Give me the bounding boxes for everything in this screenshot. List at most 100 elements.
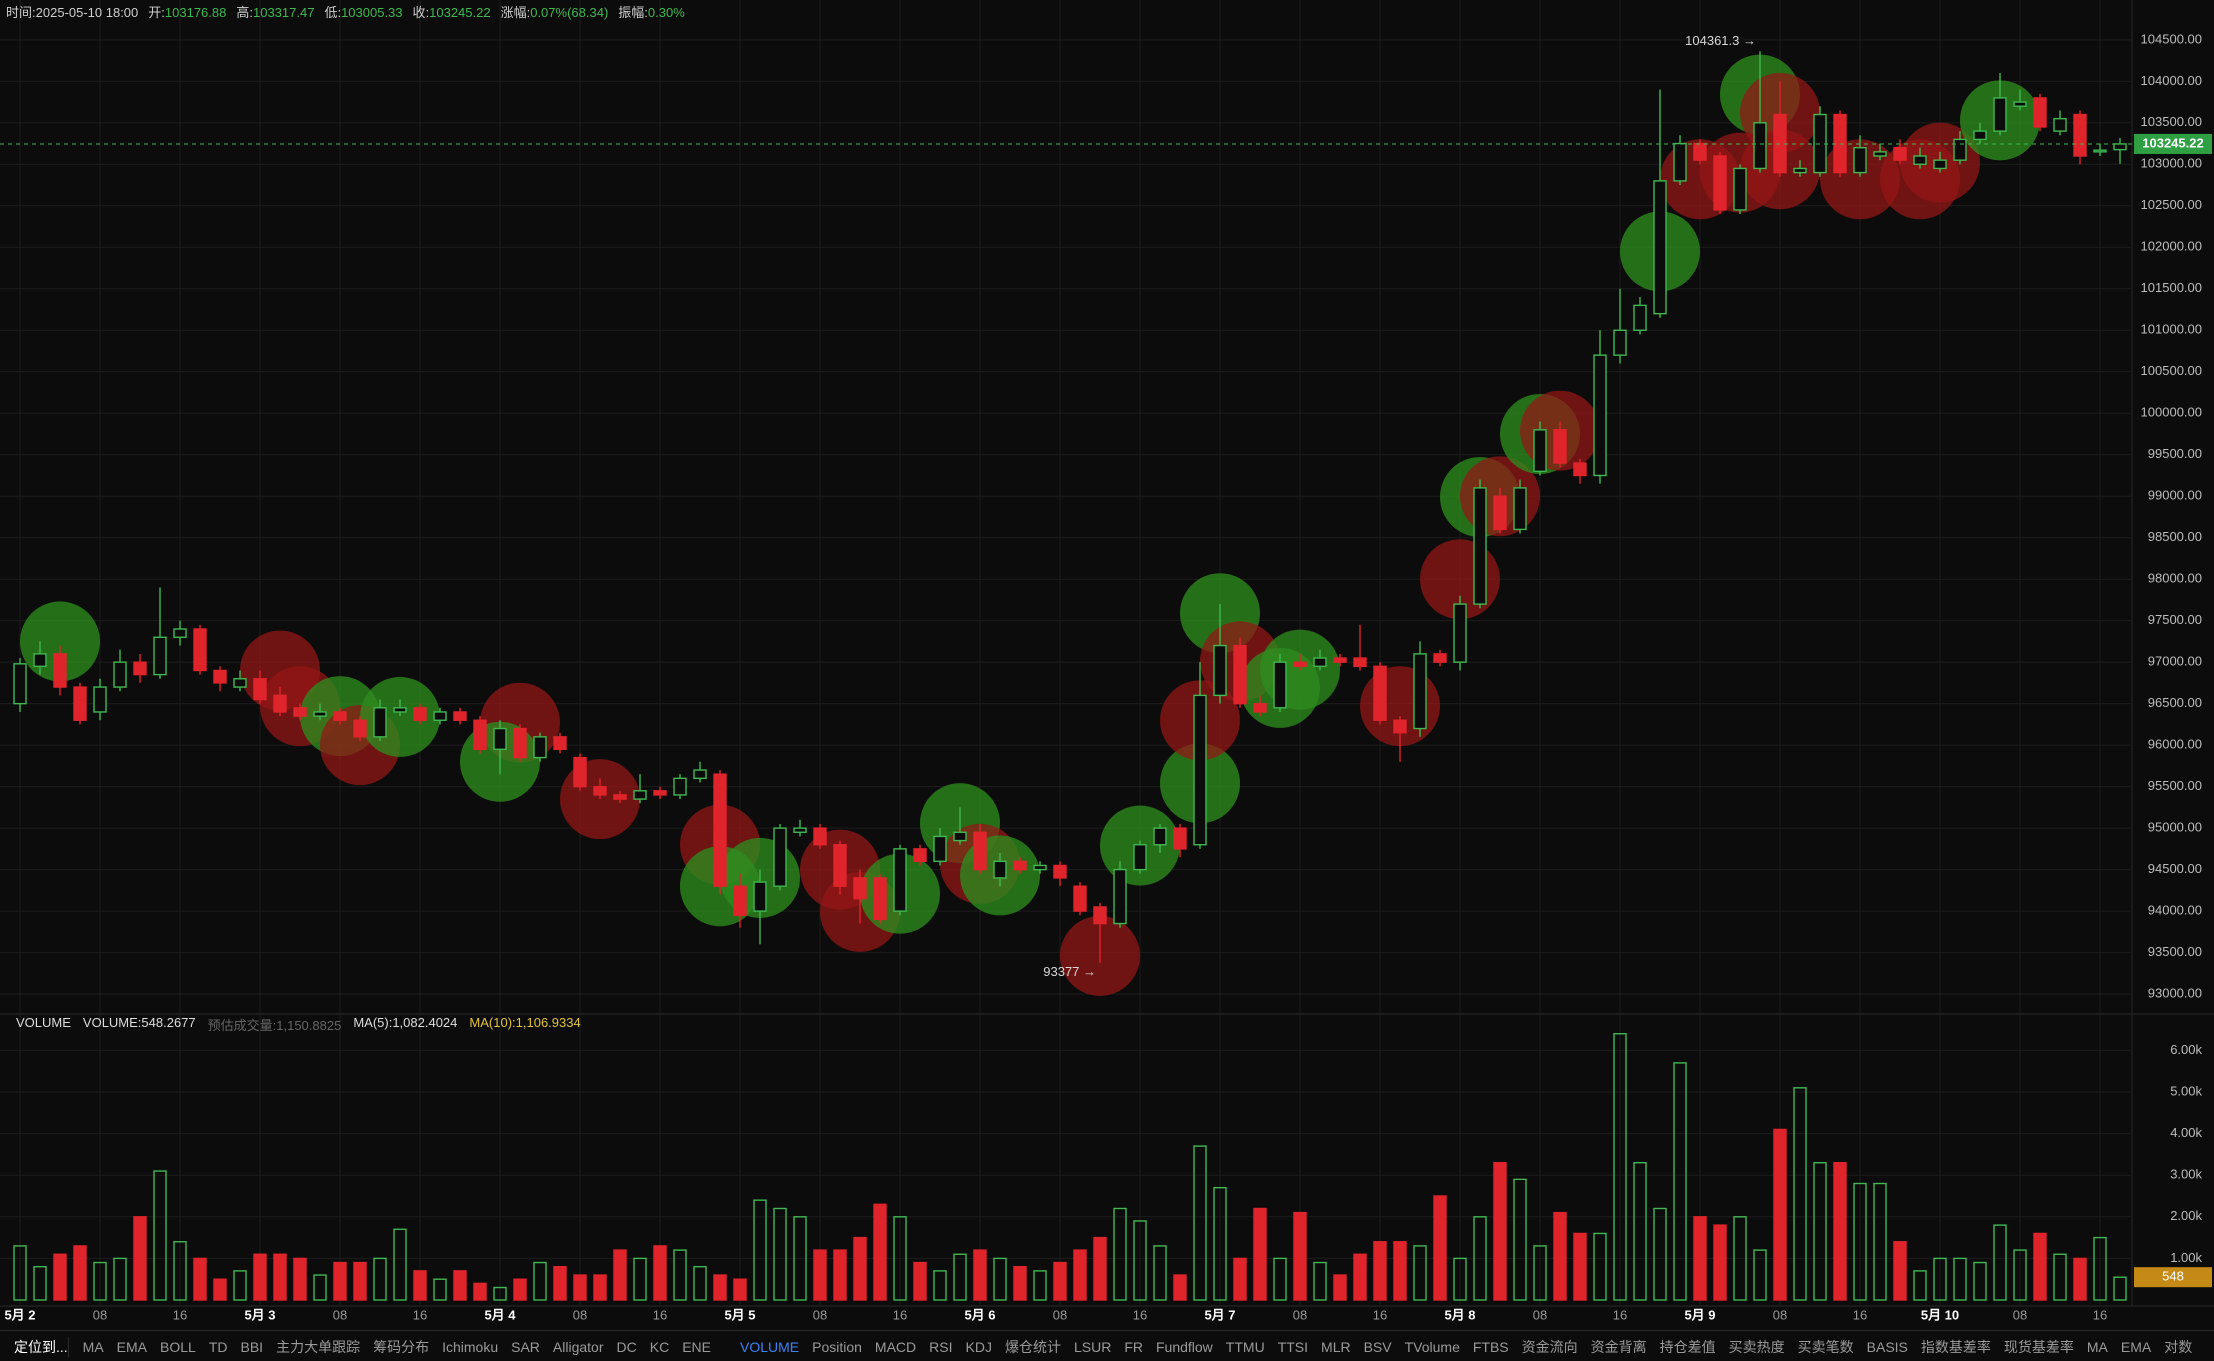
x-tick-label: 5月 5 <box>724 1307 755 1322</box>
y-tick-label: 95000.00 <box>2148 820 2202 835</box>
volume-bar <box>1213 1186 1227 1301</box>
volume-bar <box>233 1270 247 1301</box>
x-tick-label: 08 <box>1293 1307 1307 1322</box>
indicator-button[interactable]: KC <box>649 1338 670 1355</box>
indicator-button[interactable]: RSI <box>929 1338 953 1355</box>
volume-bar <box>1593 1232 1607 1301</box>
volume-bar <box>673 1249 687 1301</box>
candle-body <box>1033 864 1047 871</box>
volume-bar <box>393 1228 407 1301</box>
candle-body <box>813 827 827 846</box>
x-tick-label: 08 <box>813 1307 827 1322</box>
y-tick-label: 103000.00 <box>2141 156 2202 171</box>
candle-body <box>1973 130 1987 141</box>
volume-bar <box>13 1245 27 1301</box>
candle-body <box>973 831 987 871</box>
y-tick-label: 98000.00 <box>2148 571 2202 586</box>
indicator-button[interactable]: Position <box>812 1338 862 1355</box>
volume-tick-label: 5.00k <box>2170 1083 2202 1098</box>
volume-bar <box>1293 1211 1307 1301</box>
indicator-button[interactable]: BOLL <box>160 1338 196 1355</box>
volume-bar <box>1453 1257 1467 1301</box>
volume-indicator-name[interactable]: VOLUME <box>16 1015 71 1030</box>
x-tick-label: 08 <box>333 1307 347 1322</box>
volume-bar <box>1093 1236 1107 1301</box>
candle-body <box>1873 151 1887 157</box>
volume-bar <box>1333 1274 1347 1301</box>
volume-bar <box>1993 1224 2007 1301</box>
header-item: 高:103317.47 <box>236 2 314 21</box>
volume-bar <box>1433 1195 1447 1301</box>
indicator-button[interactable]: TD <box>208 1338 228 1355</box>
candle-body <box>1993 97 2007 132</box>
volume-bar <box>573 1274 587 1301</box>
indicator-button[interactable]: 指数基差率 <box>1920 1338 1991 1355</box>
indicator-button[interactable]: ENE <box>682 1338 711 1355</box>
indicator-button[interactable]: BASIS <box>1866 1338 1908 1355</box>
candle-body <box>1753 122 1767 170</box>
volume-bar <box>33 1266 47 1301</box>
indicator-button[interactable]: EMA <box>2120 1338 2152 1355</box>
volume-bar <box>893 1216 907 1301</box>
indicator-button[interactable]: TTMU <box>1225 1338 1265 1355</box>
volume-bar <box>1773 1128 1787 1301</box>
indicator-button[interactable]: MA <box>2086 1338 2108 1355</box>
scale-button[interactable]: 对数 <box>2164 1338 2193 1355</box>
indicator-button[interactable]: BSV <box>1363 1338 1392 1355</box>
indicator-button[interactable]: 资金流向 <box>1521 1338 1578 1355</box>
indicator-button[interactable]: TVolume <box>1404 1338 1460 1355</box>
indicator-button[interactable]: 持仓差值 <box>1659 1338 1716 1355</box>
indicator-button[interactable]: MACD <box>874 1338 917 1355</box>
indicator-button[interactable]: MLR <box>1321 1338 1351 1355</box>
indicator-button[interactable]: Fundflow <box>1155 1338 1213 1355</box>
y-tick-label: 100000.00 <box>2141 405 2202 420</box>
indicator-button[interactable]: 买卖热度 <box>1728 1338 1785 1355</box>
indicator-button[interactable]: Alligator <box>552 1338 604 1355</box>
volume-bar <box>133 1216 147 1301</box>
indicator-button[interactable]: FR <box>1124 1338 1143 1355</box>
indicator-button[interactable]: 筹码分布 <box>373 1338 430 1355</box>
candle-body <box>1893 147 1907 161</box>
candle-body <box>1093 906 1107 925</box>
indicator-button[interactable]: 现货基差率 <box>2003 1338 2074 1355</box>
volume-bar <box>73 1245 87 1301</box>
volume-bar <box>933 1270 947 1301</box>
indicator-button[interactable]: LSUR <box>1073 1338 1112 1355</box>
candle-body <box>1133 844 1147 871</box>
indicator-button[interactable]: 资金背离 <box>1590 1338 1647 1355</box>
header-label: 开: <box>148 5 165 20</box>
locate-button[interactable]: 定位到... <box>0 1336 69 1357</box>
volume-bar <box>1393 1241 1407 1301</box>
indicator-button[interactable]: TTSI <box>1277 1338 1309 1355</box>
candle-body <box>1213 644 1227 697</box>
volume-tick-label: 6.00k <box>2170 1042 2202 1057</box>
indicator-button[interactable]: KDJ <box>965 1338 992 1355</box>
indicator-button[interactable]: EMA <box>116 1338 148 1355</box>
candle-body <box>353 719 367 738</box>
volume-bar <box>1973 1261 1987 1301</box>
x-tick-label: 16 <box>1133 1307 1147 1322</box>
volume-bar <box>1933 1257 1947 1301</box>
candle-body <box>1473 487 1487 605</box>
candle-body <box>1793 167 1807 174</box>
volume-stat: 预估成交量:1,150.8825 <box>207 1018 342 1033</box>
indicator-button[interactable]: 爆仓统计 <box>1004 1338 1061 1355</box>
indicator-button[interactable]: Ichimoku <box>442 1338 499 1355</box>
indicator-button[interactable]: VOLUME <box>739 1338 800 1355</box>
candle-body <box>613 794 627 800</box>
volume-bar <box>193 1257 207 1301</box>
y-tick-label: 99500.00 <box>2148 446 2202 461</box>
y-tick-label: 94000.00 <box>2148 903 2202 918</box>
candle-body <box>693 769 707 780</box>
candle-body <box>13 663 27 705</box>
indicator-button[interactable]: BBI <box>240 1338 264 1355</box>
indicator-button[interactable]: SAR <box>511 1338 540 1355</box>
candle-body <box>1673 142 1687 182</box>
indicator-button[interactable]: DC <box>616 1338 637 1355</box>
volume-bar <box>453 1270 467 1301</box>
indicator-button[interactable]: FTBS <box>1472 1338 1509 1355</box>
indicator-button[interactable]: MA <box>82 1338 104 1355</box>
indicator-button[interactable]: 买卖笔数 <box>1797 1338 1854 1355</box>
indicator-button[interactable]: 主力大单跟踪 <box>276 1338 361 1355</box>
